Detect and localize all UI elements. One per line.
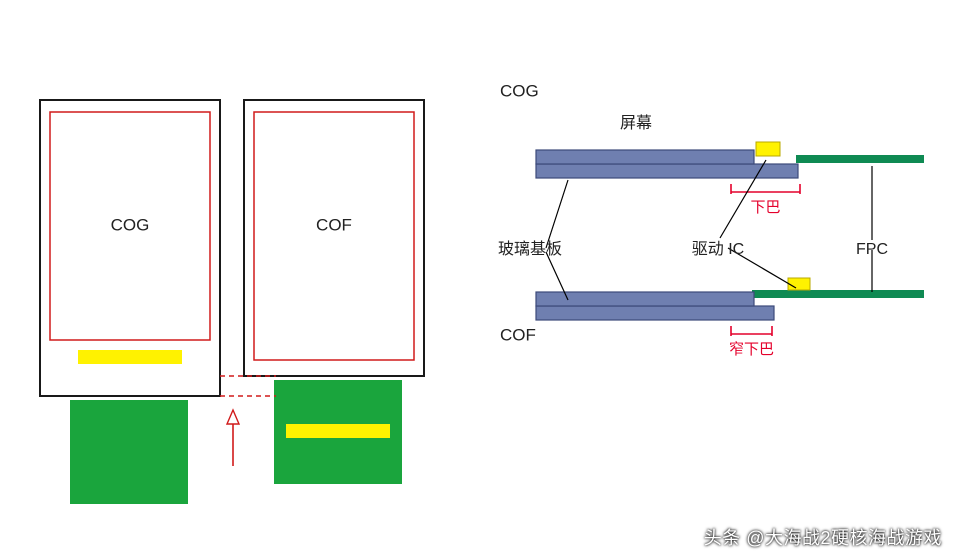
cog-driver-ic	[756, 142, 780, 156]
cog-fpc	[796, 155, 924, 163]
diagram-canvas: COG COF COG COF 屏幕下巴窄下巴 玻璃基板 驱动 IC FPC	[0, 0, 960, 560]
cog-glass-top	[536, 150, 754, 164]
glass-label: 玻璃基板	[498, 240, 562, 258]
cog-pcb	[70, 400, 188, 504]
glass-lead-up	[546, 180, 568, 248]
cog-chin-label: 下巴	[750, 199, 780, 216]
right-cog-heading: COG	[500, 81, 539, 100]
cog-chip	[78, 350, 182, 364]
right-cof-heading: COF	[500, 325, 536, 344]
cof-driver-ic	[788, 278, 810, 290]
cof-phone-frame	[244, 100, 424, 376]
cof-glass-top	[536, 292, 754, 306]
cof-glass-bottom	[536, 306, 774, 320]
cog-phone-label: COG	[111, 215, 150, 234]
cof-phone-label: COF	[316, 215, 352, 234]
fpc-label: FPC	[856, 241, 888, 258]
cof-fpc	[752, 290, 924, 298]
cof-chip	[286, 424, 390, 438]
cog-glass-bottom	[536, 164, 798, 178]
ic-label: 驱动 IC	[692, 240, 744, 258]
cof-chin-label: 窄下巴	[729, 340, 774, 358]
gap-arrow-icon	[227, 410, 239, 466]
screen-label: 屏幕	[620, 114, 652, 132]
